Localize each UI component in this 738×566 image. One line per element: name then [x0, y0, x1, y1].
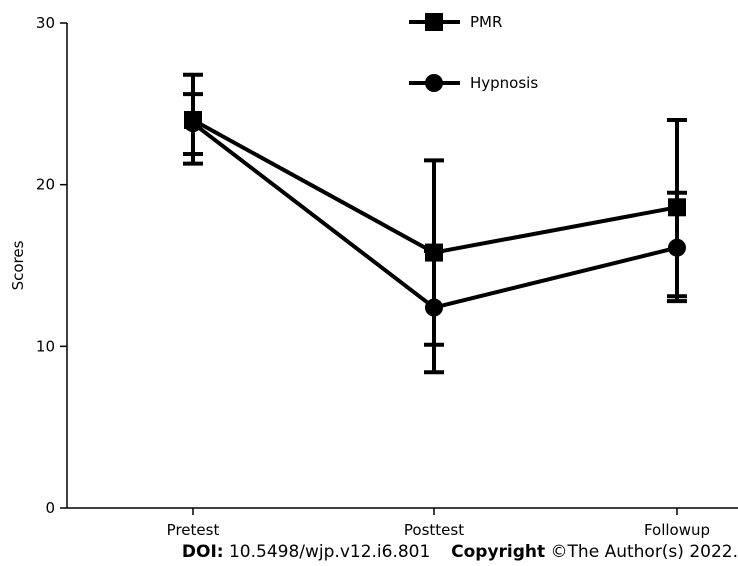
data-point-hypnosis-0 [184, 114, 202, 133]
legend-item-hypnosis: Hypnosis [409, 74, 538, 92]
x-tick-label-posttest: Posttest [404, 521, 464, 539]
legend-label-hypnosis: Hypnosis [470, 74, 538, 92]
x-tick-label-pretest: Pretest [167, 521, 220, 539]
y-tick-label-20: 20 [36, 176, 55, 194]
legend-item-pmr: PMR [409, 13, 502, 31]
data-point-hypnosis-1 [425, 298, 443, 317]
x-tick-label-followup: Followup [644, 521, 710, 539]
series-hypnosis [183, 92, 687, 375]
axes: 0 10 20 30 Pretest Posttest Followup Scores [9, 14, 738, 539]
doi-label: DOI: [181, 542, 224, 562]
data-point-hypnosis-2 [668, 238, 686, 257]
series-layer [183, 72, 687, 375]
citation-footer: DOI: 10.5498/wjp.v12.i6.801 Copyright ©T… [0, 542, 738, 566]
y-tick-label-0: 0 [45, 499, 55, 517]
doi-value: 10.5498/wjp.v12.i6.801 [228, 542, 431, 562]
legend-label-pmr: PMR [470, 13, 502, 31]
y-tick-label-10: 10 [36, 337, 55, 355]
legend-marker-hypnosis [425, 74, 443, 92]
copyright-label: Copyright [451, 542, 546, 562]
copyright-value: ©The Author(s) 2022. [550, 542, 738, 562]
legend-marker-pmr [425, 13, 443, 31]
legend: PMR Hypnosis [409, 13, 538, 92]
chart: 0 10 20 30 Pretest Posttest Followup Scores PMR… [9, 13, 738, 539]
y-axis-title: Scores [9, 240, 27, 290]
y-tick-label-30: 30 [36, 14, 55, 32]
